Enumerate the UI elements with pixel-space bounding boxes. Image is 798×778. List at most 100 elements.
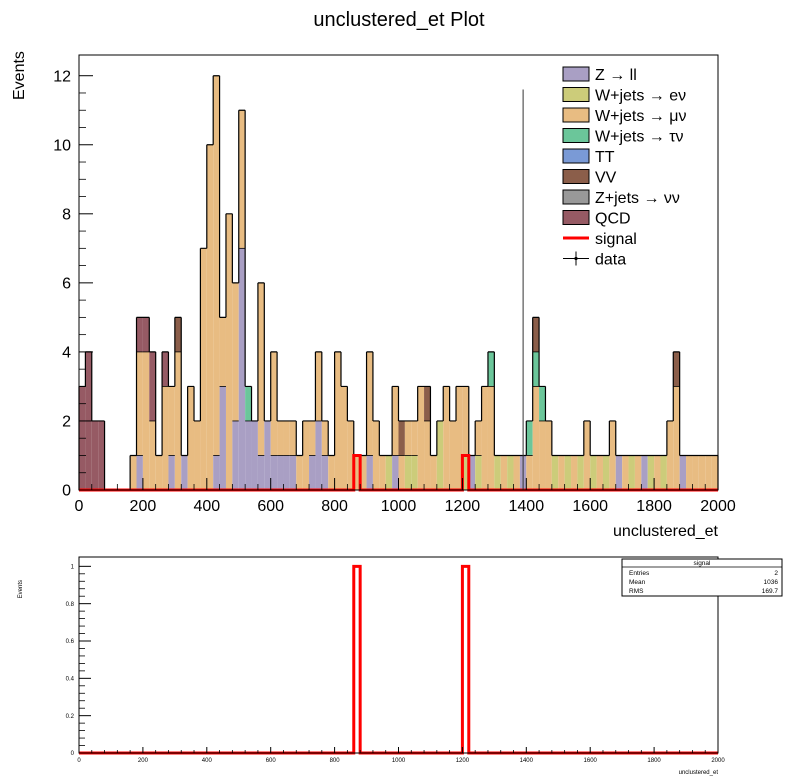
stack-bar-wmunu-1540 [571,455,578,490]
stack-bar-zll-520 [245,420,252,490]
stack-bar-wmunu-1000 [398,455,405,490]
x-tick-label-1200: 1200 [456,758,470,764]
stack-bar-wtaunu-520 [245,386,252,421]
stack-bar-wmunu-500 [238,110,246,249]
stack-bar-wmunu-840 [347,420,354,490]
stack-bar-wmunu-820 [340,386,348,490]
stack-bar-zll-660 [289,455,297,490]
stack-bar-wmunu-1200 [462,386,469,456]
stats-rms-label: RMS [629,588,644,595]
stack-bar-wmunu-1100 [430,455,437,490]
legend-swatch-vv [562,169,590,184]
stack-bar-zll-560 [257,455,265,490]
stack-bar-zll-620 [277,455,284,490]
stack-bar-wmunu-1180 [456,386,463,490]
y-tick-label-0: 0 [71,751,75,757]
legend-label-vv: VV [595,170,617,187]
stack-bar-wmunu-360 [194,420,201,490]
stack-bar-wmunu-1500 [558,455,565,490]
stack-bar-zll-180 [136,455,143,490]
stack-bar-wenu-1300 [494,455,501,490]
stack-bar-zll-900 [366,455,373,490]
x-tick-label-0: 0 [75,498,84,515]
legend-label-wenu: W+jets → eν [595,88,686,105]
stack-bar-wenu-1720 [628,455,635,490]
stack-bar-zll-320 [181,455,188,490]
stack-bar-wmunu-160 [130,455,137,490]
y-tick-label-8: 8 [62,206,71,223]
x-tick-label-1800: 1800 [647,758,661,764]
x-tick-label-800: 800 [321,498,348,515]
stack-bar-zll-540 [251,420,258,490]
chart-title: unclustered_et Plot [313,9,485,31]
main-x-axis-label: unclustered_et [613,523,719,540]
legend-label-wtaunu: W+jets → τν [595,129,684,146]
y-tick-label-0.4: 0.4 [66,676,75,682]
stack-bar-wmunu-1740 [634,455,642,490]
stack-bar-wmunu-680 [296,455,303,490]
y-tick-label-0.8: 0.8 [66,602,75,608]
stack-bar-wenu-1560 [577,455,584,490]
stack-bar-wtaunu-1280 [487,351,495,387]
lower-x-axis-label: unclustered_et [679,770,719,776]
stack-bar-wenu-1520 [564,455,572,490]
y-tick-label-10: 10 [53,137,71,154]
stack-bar-zll-480 [232,420,239,490]
main-x-ticks: 0 200 400 600 800 1000 1200 1400 1600 1800 2000 [75,478,736,515]
stack-bar-zll-1680 [615,455,623,490]
stats-box: signal Entries 2 Mean 1036 RMS 169.7 [621,558,783,597]
stack-bar-wmunu-1360 [513,455,520,490]
stack-bar-wmunu-940 [379,455,386,490]
stack-bar-wenu-1780 [647,455,655,490]
x-tick-label-400: 400 [193,498,220,515]
stack-bar-wmunu-180 [136,351,143,456]
stats-mean-label: Mean [629,579,646,586]
stack-bar-wmunu-1240 [475,420,482,456]
stack-bar-wmunu-880 [360,455,367,490]
stack-bar-zll-440 [219,386,226,490]
stack-bar-zll-280 [168,455,175,490]
y-tick-label-2: 2 [62,414,71,431]
stack-bar-wmunu-720 [309,420,316,456]
stack-bar-wmunu-220 [149,420,156,490]
legend-label-wmunu: W+jets → μν [595,108,686,125]
stack-bar-zll-740 [315,420,322,490]
legend-label-zll: Z → ll [595,67,637,84]
stack-bar-wmunu-1860 [673,386,680,490]
stack-bar-vv-1420 [532,317,540,352]
stack-bar-vv-1000 [398,420,405,456]
stack-bar-wmunu-920 [372,420,380,490]
stack-bar-wenu-1040 [411,455,418,490]
stats-box-title: signal [694,560,712,567]
legend-swatch-wenu [562,87,590,102]
stack-bar-qcd-220 [149,351,156,421]
stack-bar-wmunu-1160 [449,420,457,490]
y-tick-label-1: 1 [71,564,75,570]
stack-bar-wmunu-260 [162,386,169,490]
stack-bar-wmunu-1980 [711,455,718,490]
stack-bar-wtaunu-1440 [539,386,546,421]
stack-bar-wmunu-340 [187,386,195,490]
legend-swatch-qcd [562,210,590,225]
stack-bar-wenu-1240 [475,455,482,490]
x-tick-label-1600: 1600 [572,498,608,515]
stack-bar-wmunu-640 [283,420,290,456]
stack-bar-wtaunu-1400 [526,420,533,456]
x-tick-label-2000: 2000 [711,758,725,764]
stack-bar-wmunu-1280 [487,386,495,490]
stack-bar-qcd-180 [136,317,143,352]
x-tick-label-1400: 1400 [520,758,534,764]
stack-bar-vv-1080 [424,386,431,421]
stack-bar-wmunu-1900 [686,455,693,490]
stack-bar-wenu-1640 [602,455,610,490]
legend-swatch-data-dot [574,256,578,261]
stack-bar-wenu-1600 [590,455,597,490]
stats-mean-value: 1036 [764,579,779,586]
stats-box-frame [621,558,783,597]
stack-bar-wmunu-1440 [539,420,546,490]
stack-bar-wmunu-240 [155,455,163,490]
stack-bar-wmunu-1940 [698,455,706,490]
lower-y-ticks: 0 0.2 0.4 0.6 0.8 1 [66,564,91,757]
stack-bar-wmunu-1260 [481,386,488,490]
stack-bar-wmunu-1320 [500,455,508,490]
